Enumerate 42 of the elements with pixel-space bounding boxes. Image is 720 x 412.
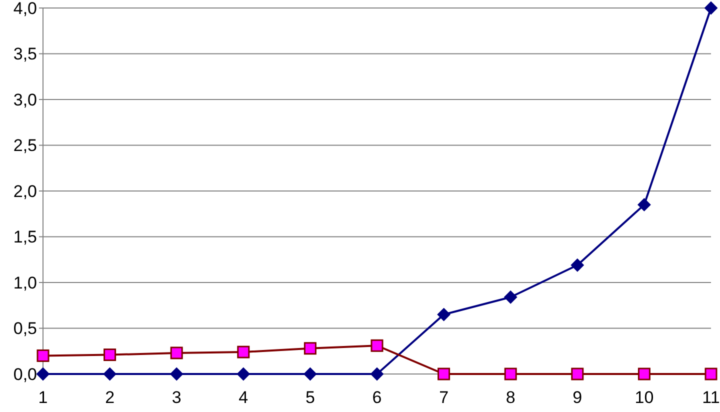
point: [237, 346, 250, 358]
point: [437, 308, 450, 322]
point: [304, 342, 316, 355]
point: [504, 368, 517, 380]
point: [638, 368, 650, 380]
y-tick-label: 0,0: [13, 364, 37, 384]
point: [170, 368, 184, 380]
x-tick-label: 3: [172, 388, 182, 407]
x-tick-label: 11: [702, 388, 720, 407]
point: [370, 339, 384, 352]
point: [438, 368, 450, 380]
x-tick-label: 4: [238, 388, 248, 407]
point: [104, 348, 116, 362]
x-tick-label: 5: [305, 388, 315, 407]
x-tick-label: 8: [506, 388, 516, 407]
y-tick-label: 2,0: [13, 182, 37, 201]
y-tick-label: 3,0: [13, 90, 37, 110]
y-tick-label: 4,0: [13, 0, 37, 18]
y-tick-label: 1,5: [13, 228, 37, 247]
point: [170, 346, 183, 360]
x-tick-label: 10: [634, 388, 654, 407]
x-tick-label: 2: [105, 388, 115, 407]
y-tick-label: 2,5: [13, 136, 37, 156]
point: [704, 368, 718, 380]
point: [638, 198, 651, 212]
point: [103, 368, 116, 380]
point: [704, 2, 718, 14]
point: [304, 368, 317, 380]
y-tick-label: 1,0: [13, 273, 37, 292]
point: [570, 258, 584, 272]
point: [36, 368, 50, 380]
y-tick-label: 3,5: [13, 44, 37, 64]
x-tick-label: 7: [439, 388, 449, 407]
point: [504, 290, 518, 304]
point: [370, 368, 384, 380]
x-tick-label: 9: [572, 388, 582, 407]
x-tick-label: 1: [38, 388, 48, 407]
point: [236, 368, 250, 380]
x-tick-label: 6: [372, 388, 382, 407]
y-tick-label: 0,5: [13, 319, 37, 338]
point: [36, 349, 50, 362]
point: [571, 368, 584, 380]
